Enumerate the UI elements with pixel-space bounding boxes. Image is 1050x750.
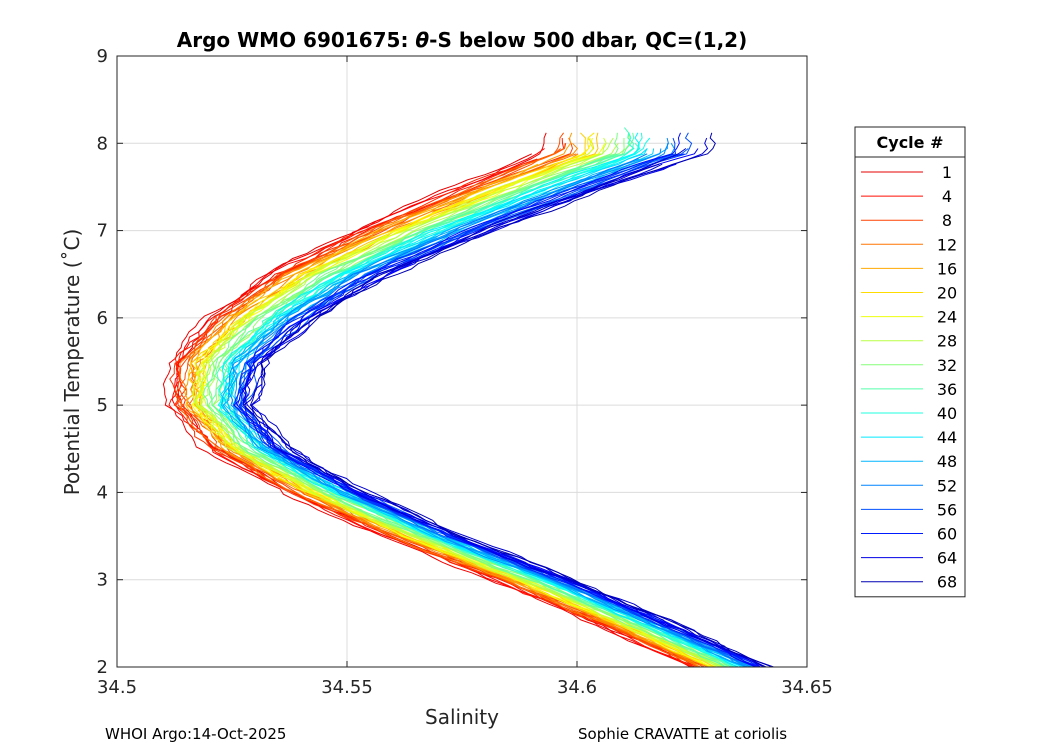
y-tick-label: 5 — [97, 395, 108, 416]
y-tick-label: 9 — [97, 46, 108, 67]
y-axis-label: Potential Temperature (˚C) — [60, 229, 84, 496]
profile-cycle-line — [196, 153, 718, 667]
y-tick-label: 4 — [97, 482, 108, 503]
x-tick-label: 34.5 — [97, 677, 137, 698]
legend-entry-label: 24 — [937, 308, 957, 327]
profile-cycle-line — [234, 153, 761, 667]
grid-layer — [117, 56, 807, 667]
profile-cycle-line — [185, 148, 701, 667]
profile-cycle-line — [168, 143, 696, 667]
y-tick-label: 7 — [97, 221, 108, 242]
legend-entry-label: 40 — [937, 404, 957, 423]
profile-cycle-line — [192, 153, 713, 667]
profile-cycle-line — [171, 148, 693, 667]
legend-entry-label: 44 — [937, 428, 957, 447]
plot-frame — [116, 55, 808, 668]
x-tick-label: 34.55 — [321, 677, 373, 698]
profile-cycle-line — [229, 148, 739, 667]
profile-cycle-line — [250, 132, 766, 667]
y-tick-label: 3 — [97, 570, 108, 591]
legend-entry-label: 8 — [942, 211, 952, 230]
legend-entry-label: 56 — [937, 500, 957, 519]
legend-box — [854, 126, 966, 598]
legend-entry-label: 64 — [937, 549, 957, 568]
legend-entry-label: 32 — [937, 356, 957, 375]
legend-entry-label: 16 — [937, 259, 957, 278]
ticks-layer: 34.5 34.55 34.6 34.65 2 3 4 5 6 7 8 9 — [97, 46, 833, 698]
chart-title: Argo WMO 6901675: θ-S below 500 dbar, QC… — [177, 28, 747, 52]
legend-entry-label: 36 — [937, 380, 957, 399]
legend-entry-label: 12 — [937, 235, 957, 254]
legend-title: Cycle # — [877, 133, 944, 152]
profile-cycle-line — [179, 153, 700, 667]
legend-entry-label: 60 — [937, 525, 957, 544]
legend-entry-label: 68 — [937, 573, 957, 592]
legend-entry-label: 48 — [937, 452, 957, 471]
y-tick-label: 2 — [97, 657, 108, 678]
footer-credit-left: WHOI Argo:14-Oct-2025 — [105, 725, 287, 743]
x-tick-label: 34.6 — [557, 677, 597, 698]
legend-entry-label: 1 — [942, 163, 952, 182]
legend-entry-label: 4 — [942, 187, 952, 206]
legend-entry-label: 28 — [937, 332, 957, 351]
x-axis-label: Salinity — [425, 705, 499, 729]
legend-entry-label: 52 — [937, 476, 957, 495]
profile-cycle-line — [211, 132, 739, 667]
y-tick-label: 8 — [97, 133, 108, 154]
legend-entry-label: 20 — [937, 284, 957, 303]
footer-credit-right: Sophie CRAVATTE at coriolis — [578, 725, 788, 743]
profile-cycle-line — [199, 137, 721, 667]
x-tick-label: 34.65 — [781, 677, 833, 698]
profiles-layer — [162, 127, 774, 667]
y-tick-label: 6 — [97, 308, 108, 329]
profile-cycle-line — [162, 132, 691, 667]
